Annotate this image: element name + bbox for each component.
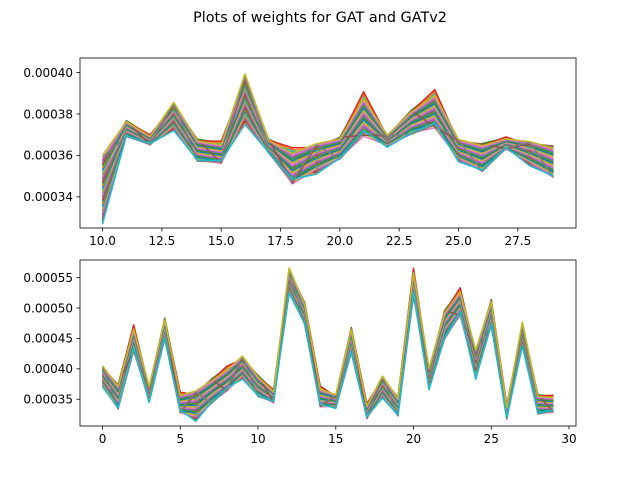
top-series-line <box>101 115 554 214</box>
top-y-ticks: 0.00034 0.00036 0.00038 0.00040 <box>23 66 80 204</box>
bottom-series-line <box>101 267 554 409</box>
top-x-tick-label: 10.0 <box>89 234 116 248</box>
bottom-y-tick-label: 0.00050 <box>23 301 73 315</box>
bottom-subplot: 0 5 10 15 20 25 30 0.00035 0.00040 0.00045 0.0005… <box>23 259 577 446</box>
bottom-x-tick-label: 25 <box>484 432 499 446</box>
top-series-line <box>101 110 554 207</box>
bottom-x-tick-label: 0 <box>99 432 107 446</box>
top-x-tick-label: 20.0 <box>327 234 354 248</box>
bottom-x-tick-label: 5 <box>176 432 184 446</box>
bottom-x-ticks: 0 5 10 15 20 25 30 <box>99 426 577 446</box>
top-x-tick-label: 17.5 <box>267 234 294 248</box>
top-y-tick-label: 0.00040 <box>23 66 73 80</box>
top-series-line <box>101 73 554 156</box>
bottom-y-tick-label: 0.00045 <box>23 332 73 346</box>
top-series-line <box>101 75 554 160</box>
bottom-y-tick-label: 0.00035 <box>23 393 73 407</box>
top-x-tick-label: 25.0 <box>445 234 472 248</box>
bottom-axes-frame <box>79 259 577 427</box>
top-y-tick-label: 0.00038 <box>23 107 73 121</box>
top-x-tick-label: 27.5 <box>504 234 531 248</box>
top-series-line <box>101 122 554 225</box>
top-y-tick-label: 0.00034 <box>23 190 73 204</box>
top-x-tick-label: 12.5 <box>149 234 176 248</box>
top-series-lines <box>101 73 555 225</box>
bottom-y-tick-label: 0.00040 <box>23 362 73 376</box>
top-y-tick-label: 0.00036 <box>23 149 73 163</box>
bottom-series-line <box>101 291 554 422</box>
bottom-x-tick-label: 15 <box>328 432 343 446</box>
bottom-x-tick-label: 20 <box>406 432 421 446</box>
bottom-x-tick-label: 30 <box>561 432 576 446</box>
top-subplot: 10.0 12.5 15.0 17.5 20.0 22.5 25.0 27.5 0.00034… <box>23 57 577 248</box>
figure-title: Plots of weights for GAT and GATv2 <box>193 10 447 26</box>
bottom-series-lines <box>101 267 555 422</box>
top-x-tick-label: 22.5 <box>386 234 413 248</box>
top-x-ticks: 10.0 12.5 15.0 17.5 20.0 22.5 25.0 27.5 <box>89 228 531 248</box>
top-x-tick-label: 15.0 <box>208 234 235 248</box>
bottom-y-ticks: 0.00035 0.00040 0.00045 0.00050 0.00055 <box>23 271 80 407</box>
top-axes-frame <box>79 57 577 229</box>
top-series-line <box>102 74 555 182</box>
bottom-x-tick-label: 10 <box>250 432 265 446</box>
bottom-y-tick-label: 0.00055 <box>23 271 73 285</box>
